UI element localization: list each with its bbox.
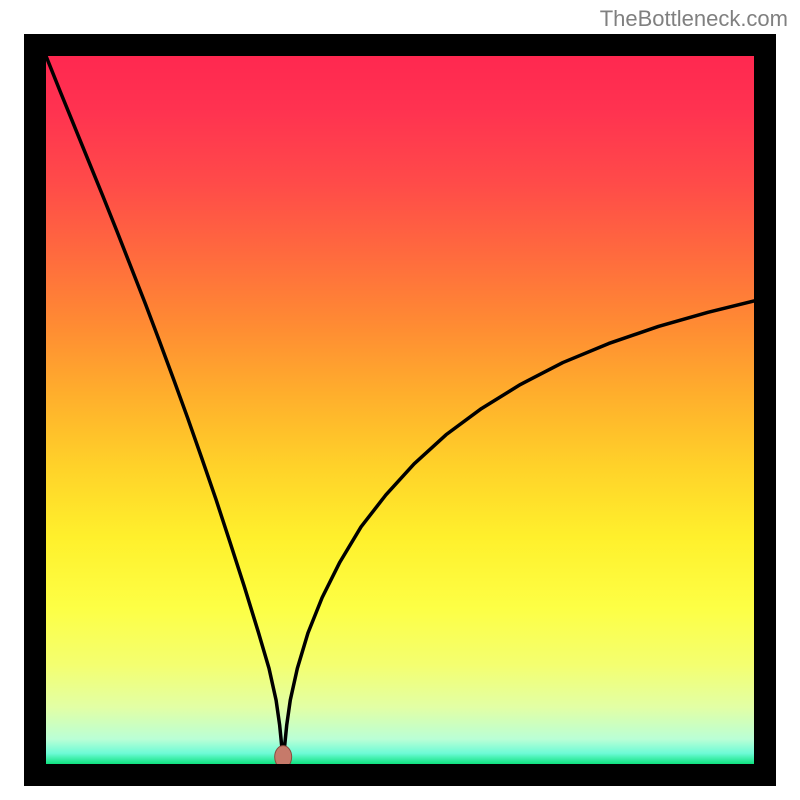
minimum-marker	[275, 746, 292, 764]
plot-outer-frame	[24, 34, 776, 786]
gradient-background	[46, 56, 754, 764]
bottleneck-chart	[46, 56, 754, 764]
watermark-text: TheBottleneck.com	[600, 6, 788, 32]
plot-area	[46, 56, 754, 764]
